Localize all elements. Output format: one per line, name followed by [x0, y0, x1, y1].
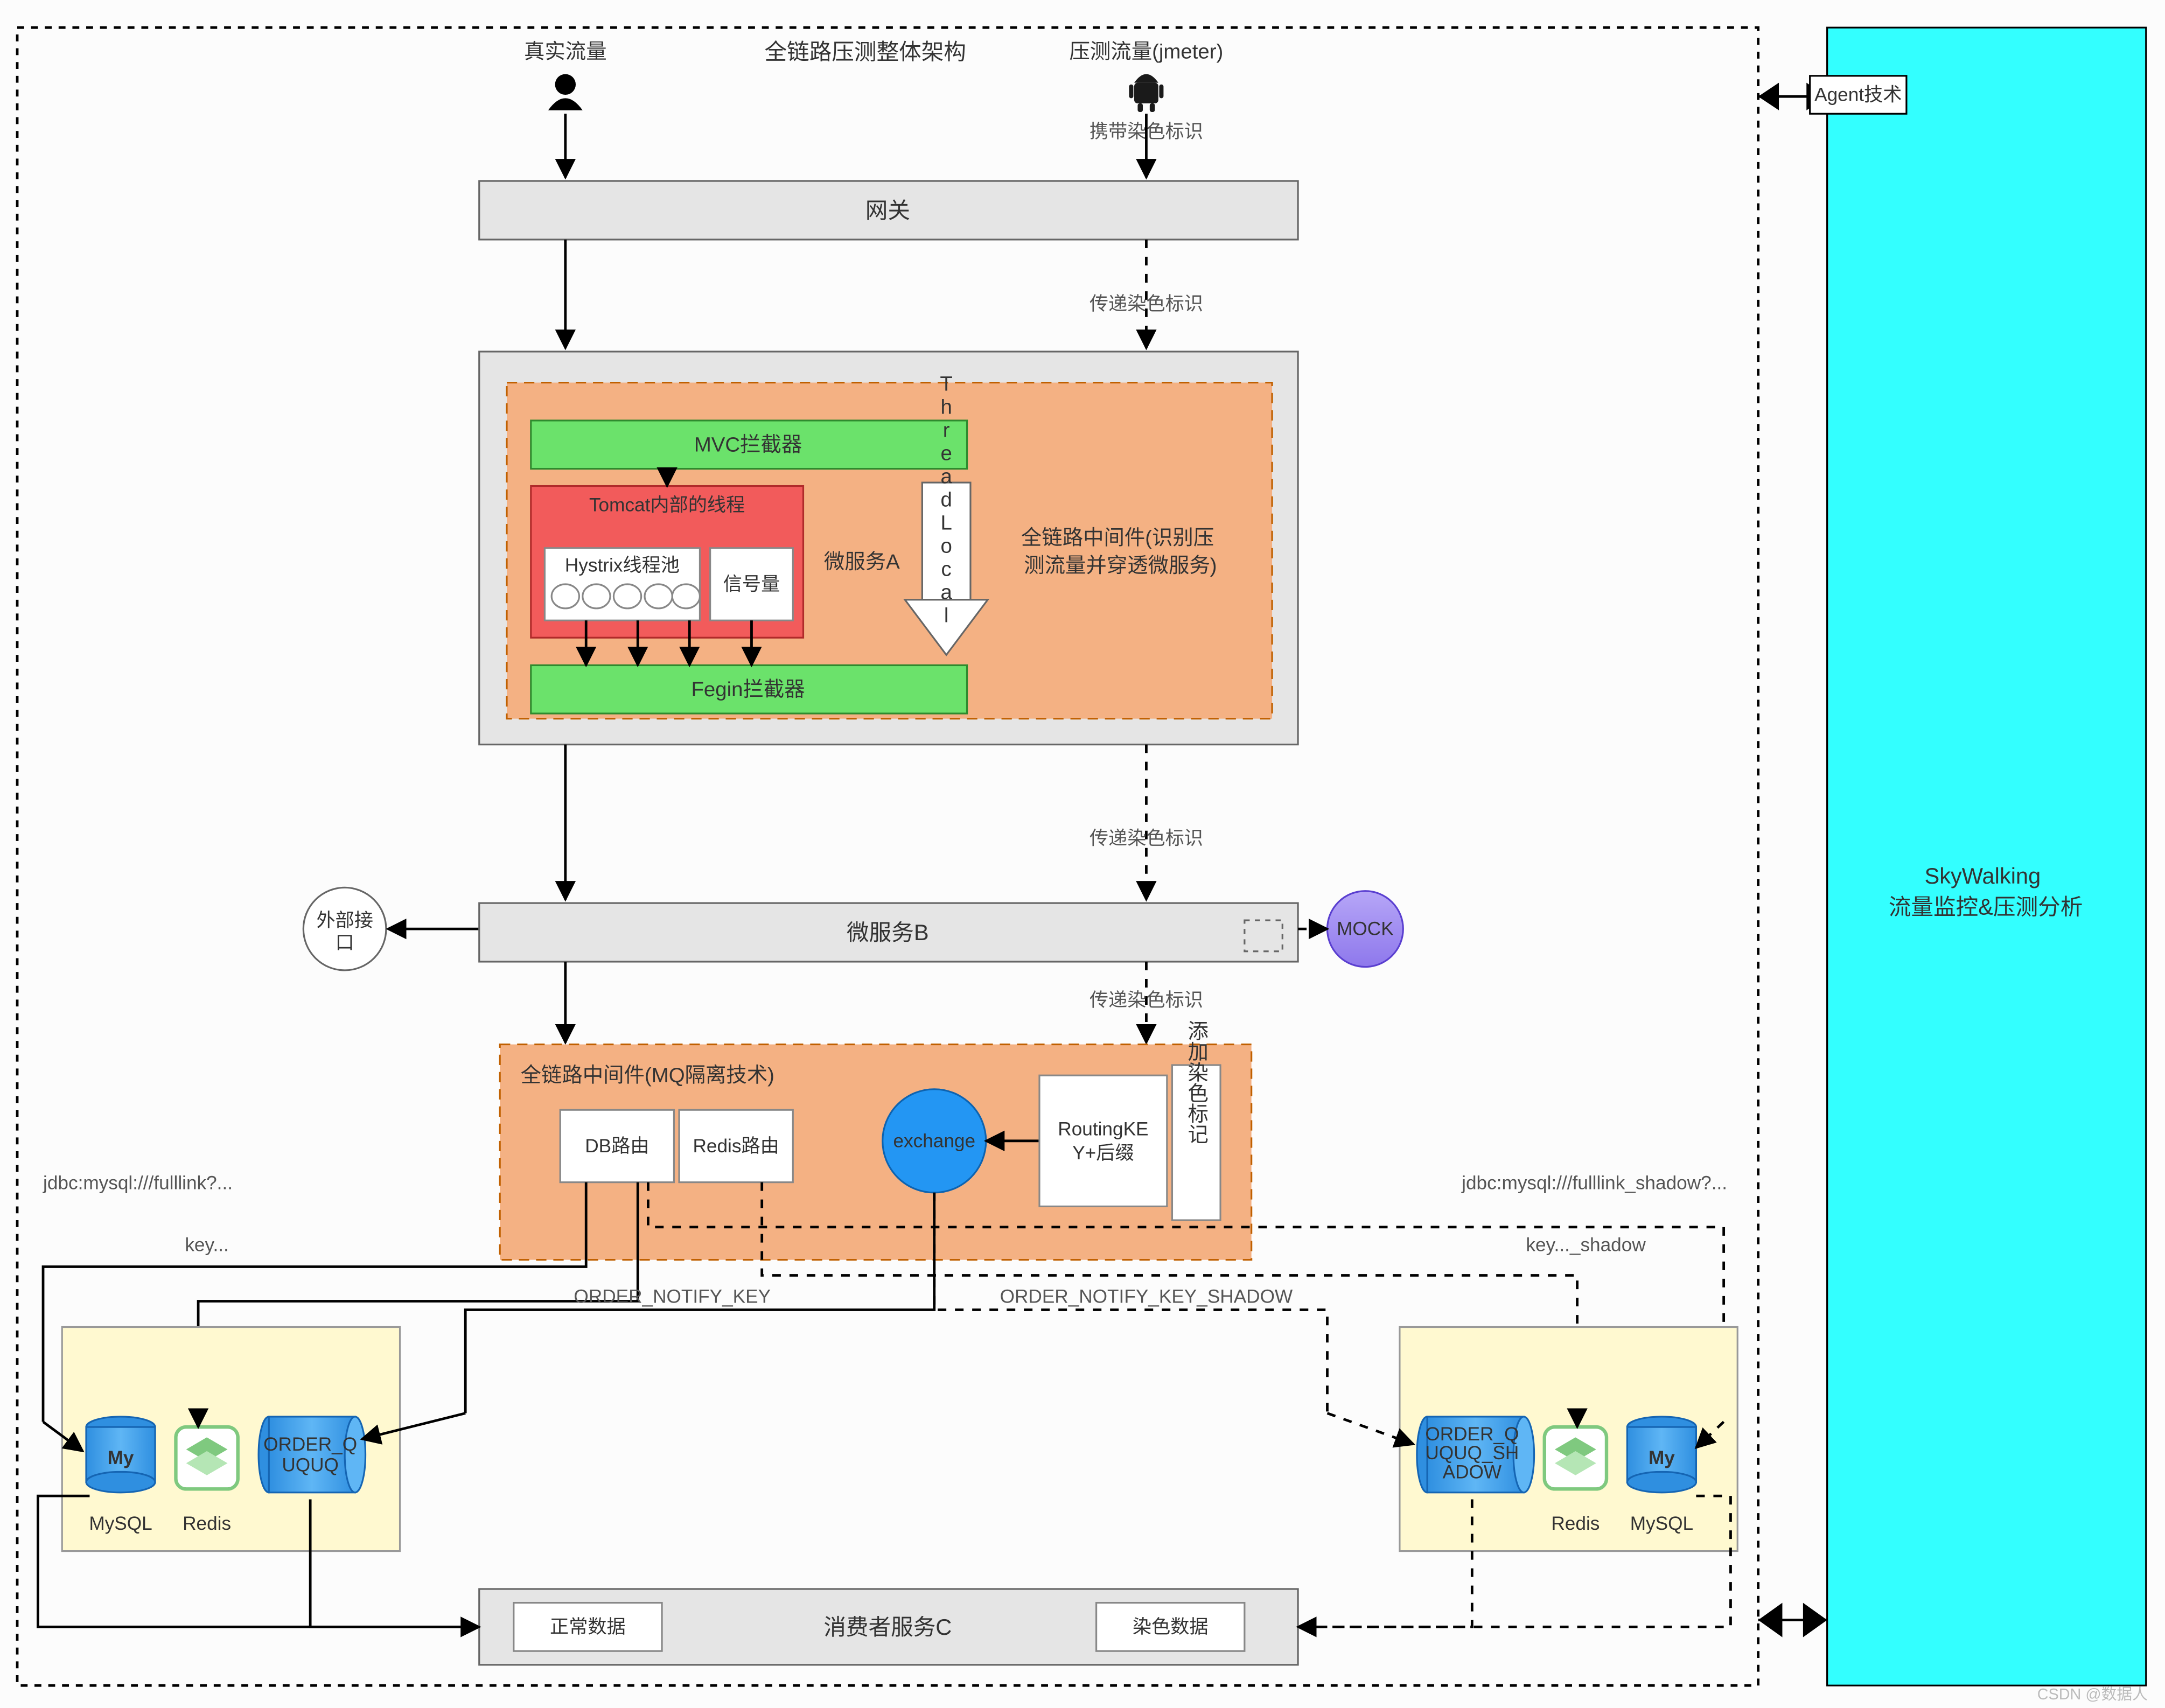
- svg-text:My: My: [1649, 1447, 1675, 1468]
- normal-data-label: 正常数据: [550, 1616, 626, 1637]
- tomcat-threads-title: Tomcat内部的线程: [589, 494, 745, 515]
- redis-left-label: Redis: [183, 1513, 231, 1534]
- bottom-connector: [1758, 1603, 1827, 1637]
- semaphore-label: 信号量: [723, 574, 780, 595]
- jdbc-left-label: jdbc:mysql:///fulllink?...: [43, 1172, 233, 1193]
- mock-label: MOCK: [1337, 919, 1394, 940]
- agent-label: Agent技术: [1814, 85, 1902, 106]
- order-left-label: ORDER_NOTIFY_KEY: [574, 1286, 771, 1307]
- order-right-label: ORDER_NOTIFY_KEY_SHADOW: [1000, 1286, 1293, 1307]
- redis-left-icon: [176, 1427, 238, 1489]
- skywalking-panel: [1827, 27, 2146, 1685]
- agent-connector-top: Agent技术: [1758, 76, 1906, 114]
- threadlocal-label: ThreadLocal: [935, 373, 958, 627]
- stress-traffic-label: 压测流量(jmeter): [1070, 40, 1224, 64]
- mysql-left-icon: My: [86, 1417, 155, 1493]
- key-left-label: key...: [185, 1235, 228, 1256]
- add-dye-label: 添加染色标记: [1185, 1020, 1209, 1144]
- real-traffic-label: 真实流量: [524, 40, 607, 64]
- mysql-right-label: MySQL: [1630, 1513, 1693, 1534]
- mvc-label: MVC拦截器: [694, 433, 802, 456]
- mq-title: 全链路中间件(MQ隔离技术): [521, 1064, 774, 1087]
- consumer-c-label: 消费者服务C: [823, 1614, 952, 1640]
- dyed-data-label: 染色数据: [1133, 1616, 1209, 1637]
- routing-key-box: [1039, 1075, 1167, 1206]
- android-icon: [1129, 74, 1163, 112]
- diagram-title: 全链路压测整体架构: [765, 39, 966, 65]
- db-route-label: DB路由: [585, 1136, 649, 1157]
- person-icon: [548, 74, 583, 110]
- key-right-label: key..._shadow: [1526, 1235, 1646, 1256]
- jdbc-right-label: jdbc:mysql:///fulllink_shadow?...: [1461, 1172, 1727, 1193]
- mysql-left-label: MySQL: [89, 1513, 152, 1534]
- pass-dye-3: 传递染色标识: [1090, 990, 1203, 1011]
- ms-a-label: 微服务A: [824, 550, 900, 573]
- redis-right-icon: [1545, 1427, 1607, 1489]
- mysql-right-icon: My: [1627, 1417, 1696, 1493]
- architecture-diagram: 全链路压测整体架构 真实流量 压测流量(jmeter) 携带染色标识 网关 传递…: [0, 0, 2165, 1706]
- hystrix-circles: [551, 584, 700, 608]
- svg-text:My: My: [108, 1447, 134, 1468]
- ms-b-label: 微服务B: [847, 920, 929, 945]
- redis-right-label: Redis: [1551, 1513, 1600, 1534]
- feign-label: Fegin拦截器: [691, 678, 805, 701]
- gateway-label: 网关: [865, 198, 910, 223]
- hystrix-label: Hystrix线程池: [565, 555, 680, 576]
- pass-dye-2: 传递染色标识: [1090, 828, 1203, 849]
- pass-dye-1: 传递染色标识: [1090, 293, 1203, 314]
- exchange-label: exchange: [893, 1130, 975, 1151]
- redis-route-label: Redis路由: [693, 1136, 779, 1157]
- watermark: CSDN @数据人: [2037, 1686, 2148, 1703]
